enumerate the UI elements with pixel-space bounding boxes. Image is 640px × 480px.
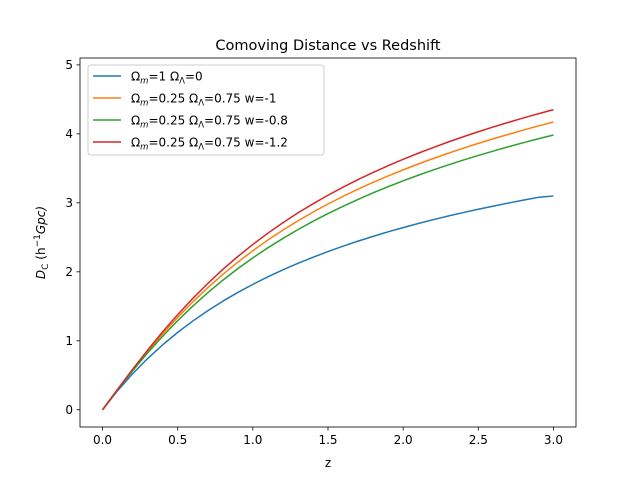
y-axis-label-open: (h bbox=[34, 247, 48, 263]
y-axis-label-base: D bbox=[34, 270, 48, 279]
legend: Ωm=1 ΩΛ=0 Ωm=0.25 ΩΛ=0.75 w=-1 Ωm=0.25 ΩΛ=… bbox=[87, 64, 325, 156]
y-tick-label: 0 bbox=[65, 403, 73, 417]
y-axis-label-sup: −1 bbox=[33, 234, 43, 247]
y-tick-label: 5 bbox=[65, 58, 73, 72]
x-axis-ticks: 0.0 0.5 1.0 1.5 2.0 2.5 3.0 bbox=[93, 427, 563, 447]
legend-box bbox=[87, 64, 325, 156]
series-line-4 bbox=[101, 108, 554, 411]
legend-label-4: Ωm=0.25 ΩΛ=0.75 w=-1.2 bbox=[131, 136, 288, 153]
series-line-1 bbox=[101, 195, 554, 411]
x-axis-label: z bbox=[325, 456, 331, 470]
legend-label-3: Ωm=0.25 ΩΛ=0.75 w=-0.8 bbox=[131, 114, 288, 131]
series-layer bbox=[101, 108, 554, 411]
legend-label-2: Ωm=0.25 ΩΛ=0.75 w=-1 bbox=[131, 92, 276, 109]
series-line-3 bbox=[101, 134, 554, 411]
y-tick-label: 2 bbox=[65, 265, 73, 279]
x-tick-label: 1.5 bbox=[318, 433, 337, 447]
chart-title: Comoving Distance vs Redshift bbox=[215, 38, 441, 54]
legend-entries: Ωm=1 ΩΛ=0 Ωm=0.25 ΩΛ=0.75 w=-1 Ωm=0.25 ΩΛ=… bbox=[93, 70, 288, 153]
y-tick-label: 1 bbox=[65, 334, 73, 348]
series-line-2 bbox=[101, 121, 554, 411]
x-tick-label: 3.0 bbox=[544, 433, 563, 447]
x-tick-label: 1.0 bbox=[243, 433, 262, 447]
x-tick-label: 0.0 bbox=[93, 433, 112, 447]
x-tick-label: 2.5 bbox=[469, 433, 488, 447]
y-tick-label: 4 bbox=[65, 127, 73, 141]
x-tick-label: 0.5 bbox=[168, 433, 187, 447]
legend-label-1: Ωm=1 ΩΛ=0 bbox=[131, 70, 203, 87]
y-tick-label: 3 bbox=[65, 196, 73, 210]
y-axis-label-close: Gpc) bbox=[34, 206, 48, 234]
y-axis-ticks: 0 1 2 3 4 5 bbox=[65, 58, 80, 417]
y-axis-label: DC (h−1Gpc) bbox=[33, 206, 51, 279]
x-tick-label: 2.0 bbox=[394, 433, 413, 447]
y-axis-label-sub: C bbox=[41, 264, 51, 270]
